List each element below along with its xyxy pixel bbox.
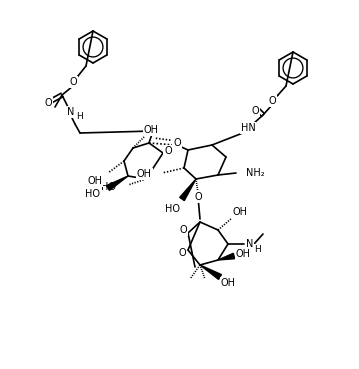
Text: O: O: [44, 98, 52, 108]
Polygon shape: [218, 253, 235, 260]
Text: O: O: [173, 138, 181, 148]
Polygon shape: [200, 265, 222, 279]
Text: O: O: [173, 138, 181, 148]
Text: HO: HO: [101, 182, 116, 192]
Text: HO: HO: [85, 189, 100, 199]
Text: OH: OH: [137, 169, 152, 179]
Text: NH₂: NH₂: [246, 168, 265, 178]
Text: O: O: [179, 225, 187, 235]
Text: HN: HN: [241, 123, 255, 133]
Text: OH: OH: [220, 278, 236, 288]
Text: OH: OH: [233, 207, 247, 217]
Text: O: O: [164, 146, 172, 156]
Polygon shape: [180, 179, 196, 201]
Text: O: O: [178, 248, 186, 258]
Text: OH: OH: [236, 249, 251, 259]
Text: O: O: [194, 192, 202, 202]
Text: O: O: [69, 77, 77, 87]
Text: N: N: [67, 107, 75, 117]
Polygon shape: [107, 176, 128, 190]
Text: H: H: [255, 245, 261, 254]
Text: H: H: [76, 111, 82, 121]
Text: O: O: [251, 106, 259, 116]
Text: OH: OH: [87, 176, 102, 186]
Text: OH: OH: [144, 125, 159, 135]
Text: HO: HO: [165, 204, 180, 214]
Text: N: N: [246, 239, 254, 249]
Text: O: O: [268, 96, 276, 106]
